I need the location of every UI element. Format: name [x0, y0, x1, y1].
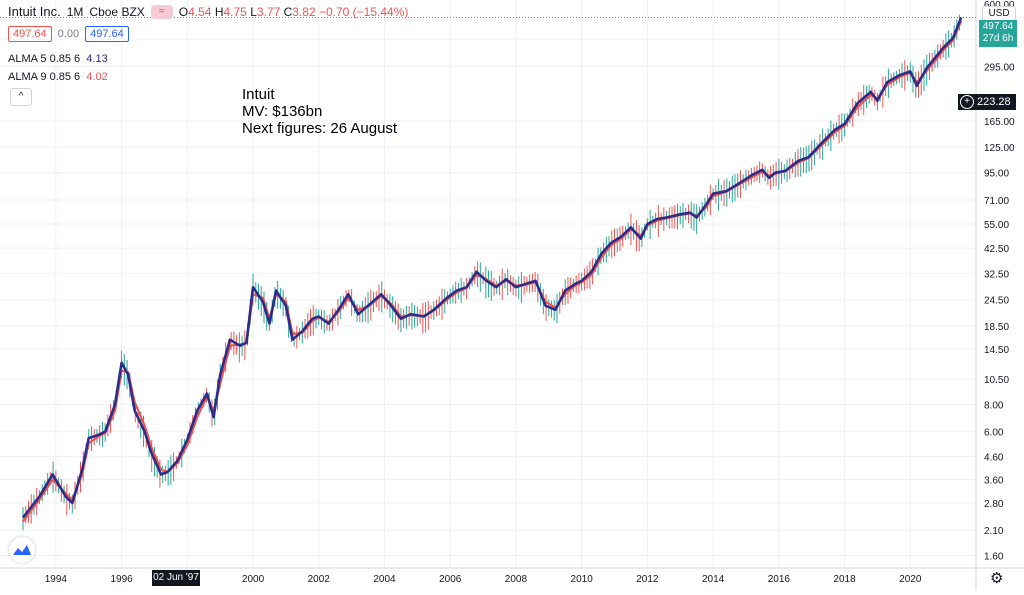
buy-price-button[interactable]: 497.64 [85, 26, 129, 42]
close-label: C [283, 4, 293, 19]
compare-chip-icon[interactable]: ≈ [150, 4, 173, 19]
low-value: 3.77 [256, 4, 281, 19]
annotation-line: Next figures: 26 August [242, 120, 398, 137]
chart-header: Intuit Inc. 1M Cboe BZX ≈ O4.54 H4.75 L3… [8, 4, 408, 19]
time-tick-label: 2002 [308, 574, 331, 585]
exchange-label: Cboe BZX [89, 4, 145, 19]
indicator-value: 4.13 [86, 53, 108, 65]
interval-label[interactable]: 1M [66, 4, 84, 19]
bar-countdown: 27d 6h [982, 33, 1014, 44]
crosshair-price-tag[interactable]: +223.28 [958, 94, 1016, 110]
crosshair-price-value: 223.28 [977, 96, 1011, 108]
time-tick-label: 2012 [636, 574, 659, 585]
time-tick-label: 2020 [899, 574, 922, 585]
high-value: 4.75 [223, 4, 247, 19]
time-tick-label: 2018 [833, 574, 856, 585]
last-price-tag: 497.64 27d 6h [979, 20, 1017, 47]
time-tick-label: 2010 [571, 574, 594, 585]
top-cut-price-label: 600.00 [984, 0, 1015, 11]
indicator-value: 4.02 [86, 71, 108, 83]
crosshair-date-tag: 02 Jun '97 [152, 570, 200, 586]
collapse-legend-button[interactable]: ^ [10, 88, 32, 106]
annotation-line: Intuit [242, 86, 275, 103]
indicator-alma5[interactable]: ALMA 5 0.85 6 4.13 [8, 53, 108, 65]
price-tick-label: 71.00 [984, 196, 1009, 207]
chart-annotation: Intuit MV: $136bn Next figures: 26 Augus… [242, 86, 397, 137]
alma9-line [22, 20, 963, 523]
time-tick-label: 2008 [505, 574, 528, 585]
price-tick-label: 165.00 [984, 117, 1015, 128]
price-tick-label: 95.00 [984, 169, 1009, 180]
trade-buttons: 497.64 0.00 497.64 [8, 26, 129, 42]
indicator-label: ALMA 9 0.85 6 [8, 71, 81, 83]
annotation-line: MV: $136bn [242, 103, 323, 120]
price-tick-label: 6.00 [984, 428, 1004, 439]
open-value: 4.54 [188, 4, 212, 19]
time-tick-label: 2000 [242, 574, 265, 585]
price-tick-label: 2.80 [984, 499, 1004, 510]
price-tick-label: 42.50 [984, 244, 1009, 255]
tradingview-logo-icon[interactable] [9, 537, 35, 563]
price-tick-label: 295.00 [984, 63, 1015, 74]
last-price-value: 497.64 [982, 21, 1014, 32]
time-tick-label: 2006 [439, 574, 462, 585]
price-tick-label: 8.00 [984, 401, 1004, 412]
alma5-line [21, 17, 963, 519]
low-label: L [250, 4, 257, 19]
ohlc-readout: O4.54 H4.75 L3.77 C3.82 −0.70 (−15.44%) [179, 5, 409, 19]
close-value: 3.82 [292, 4, 316, 19]
price-tick-label: 125.00 [984, 143, 1015, 154]
price-tick-label: 55.00 [984, 220, 1009, 231]
change-value: −0.70 (−15.44%) [318, 4, 409, 19]
time-tick-label: 1996 [110, 574, 133, 585]
price-tick-label: 2.10 [984, 526, 1004, 537]
price-tick-label: 1.60 [984, 551, 1004, 562]
time-tick-label: 2004 [373, 574, 396, 585]
high-label: H [214, 4, 224, 19]
price-tick-label: 14.50 [984, 345, 1009, 356]
gear-icon[interactable]: ⚙ [990, 570, 1004, 587]
plus-circle-icon[interactable]: + [960, 95, 974, 109]
price-tick-label: 32.50 [984, 269, 1009, 280]
open-label: O [178, 4, 189, 19]
time-tick-label: 2016 [768, 574, 791, 585]
price-tick-label: 10.50 [984, 375, 1009, 386]
price-tick-label: 24.50 [984, 296, 1009, 307]
symbol-title[interactable]: Intuit Inc. [8, 4, 61, 19]
indicator-alma9[interactable]: ALMA 9 0.85 6 4.02 [8, 71, 108, 83]
indicator-label: ALMA 5 0.85 6 [8, 53, 81, 65]
time-tick-label: 1994 [45, 574, 68, 585]
price-tick-label: 4.60 [984, 453, 1004, 464]
price-tick-label: 18.50 [984, 322, 1009, 333]
time-tick-label: 2014 [702, 574, 725, 585]
price-tick-label: 3.60 [984, 475, 1004, 486]
spread-value: 0.00 [57, 28, 80, 40]
sell-price-button[interactable]: 497.64 [8, 26, 52, 42]
